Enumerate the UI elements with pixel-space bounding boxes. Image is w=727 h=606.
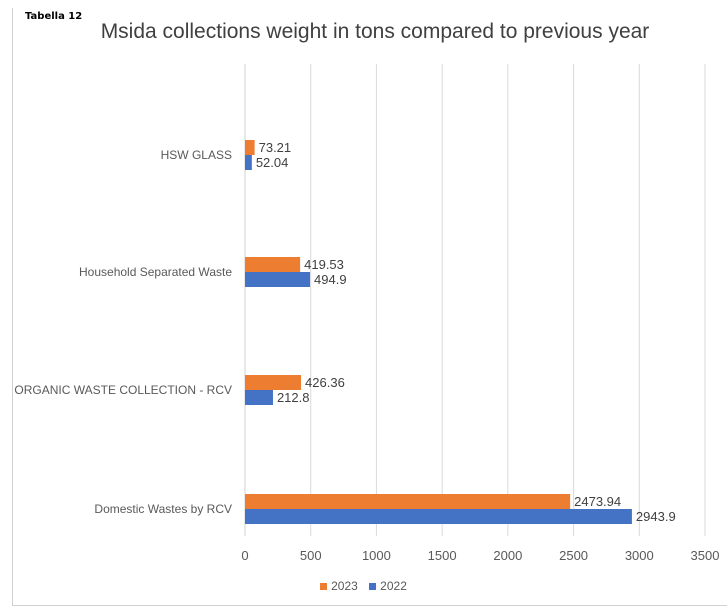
x-tick-label: 500 — [300, 548, 322, 563]
category-label: ORGANIC WASTE COLLECTION - RCV — [14, 383, 232, 397]
bar-2022-3 — [245, 509, 632, 524]
x-tick-label: 2000 — [493, 548, 522, 563]
bar-2023-2 — [245, 375, 302, 390]
category-label: Domestic Wastes by RCV — [94, 502, 232, 516]
bar-2023-1 — [245, 257, 301, 272]
legend-swatch-2023 — [320, 583, 328, 591]
data-label-2023-3: 2473.94 — [574, 494, 621, 509]
x-tick-label: 1000 — [362, 548, 391, 563]
bar-2023-0 — [245, 140, 255, 155]
data-label-2022-1: 494.9 — [314, 272, 347, 287]
bar-2022-1 — [245, 272, 311, 287]
grid-lines — [244, 64, 706, 536]
data-label-2023-2: 426.36 — [305, 375, 345, 390]
data-label-2023-1: 419.53 — [304, 257, 344, 272]
legend-label-2023: 2023 — [331, 579, 358, 593]
legend-label-2022: 2022 — [380, 579, 407, 593]
legend-swatch-2022 — [369, 583, 377, 591]
x-tick-label: 0 — [241, 548, 248, 563]
table-tag: Tabella 12 — [25, 11, 83, 22]
bar-2022-0 — [245, 155, 252, 170]
bar-2023-3 — [245, 494, 571, 509]
labels: 0 500 1000 1500 2000 2500 3000 3500 HSW GLASS Hou… — [14, 140, 719, 563]
legend: 2023 2022 — [0, 579, 727, 593]
data-label-2023-0: 73.21 — [259, 140, 292, 155]
data-label-2022-0: 52.04 — [256, 155, 289, 170]
x-tick-label: 2500 — [559, 548, 588, 563]
category-label: Household Separated Waste — [79, 265, 232, 279]
legend-item-2022: 2022 — [369, 579, 407, 593]
x-tick-label: 1500 — [428, 548, 457, 563]
x-tick-label: 3000 — [625, 548, 654, 563]
category-label: HSW GLASS — [161, 148, 232, 162]
chart-title: Msida collections weight in tons compare… — [100, 20, 650, 43]
bars — [245, 140, 632, 524]
x-tick-label: 3500 — [691, 548, 720, 563]
legend-item-2023: 2023 — [320, 579, 358, 593]
bar-2022-2 — [245, 390, 273, 405]
data-label-2022-2: 212.8 — [277, 390, 310, 405]
data-label-2022-3: 2943.9 — [636, 509, 676, 524]
